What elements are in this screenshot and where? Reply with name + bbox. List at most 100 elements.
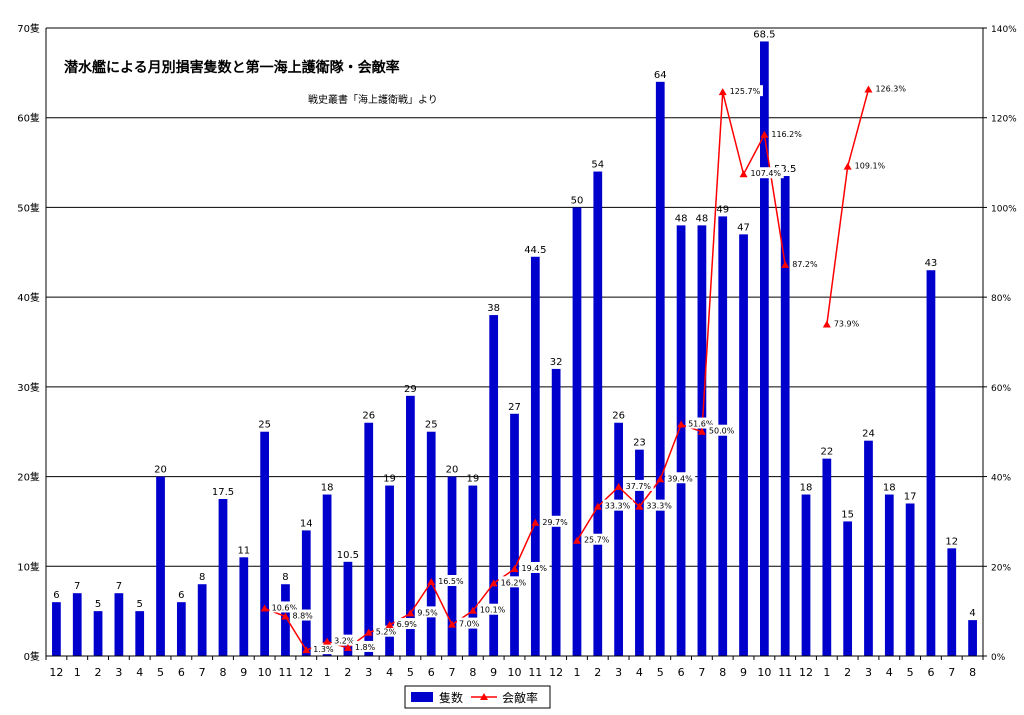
bar-value-label: 48: [696, 213, 709, 224]
y2-tick-label: 120%: [991, 115, 1017, 125]
bar-value-label: 10.5: [337, 550, 359, 561]
rate-label-bg: [373, 625, 399, 637]
bar: [864, 440, 873, 656]
bar: [530, 256, 540, 656]
rate-label-bg: [457, 617, 482, 629]
bar: [510, 413, 519, 656]
rate-marker: [822, 320, 831, 328]
x-tick-label: 3: [365, 666, 372, 679]
rate-value-label: 39.4%: [667, 474, 693, 483]
bar-value-label: 7: [74, 581, 80, 592]
x-tick-label: 5: [407, 666, 414, 679]
rate-label-bg: [436, 574, 467, 586]
rate-label-bg: [394, 618, 420, 630]
y-tick-label: 70隻: [17, 22, 40, 35]
rate-label-bg: [706, 424, 737, 436]
x-tick-label: 3: [865, 666, 872, 679]
bar-value-label: 18: [800, 483, 813, 494]
bar: [947, 548, 957, 656]
x-tick-label: 1: [823, 666, 830, 679]
bar-value-label: 25: [258, 420, 271, 431]
x-tick-label: 7: [698, 666, 705, 679]
rate-label-bg: [519, 561, 550, 573]
legend-line-label: 会敵率: [502, 690, 538, 705]
rate-value-label: 37.7%: [626, 482, 652, 491]
x-tick-label: 6: [178, 666, 185, 679]
rate-label-bg: [352, 640, 378, 652]
x-tick-label: 12: [799, 666, 813, 679]
bar-layer: 6 7 5 7 5 20 6 8 17.5 11 25 8 14 18 10.5 26 19 29 25 20 19 38…: [52, 29, 977, 657]
rate-value-label: 19.4%: [522, 564, 548, 573]
x-tick-label: 1: [573, 666, 580, 679]
rate-value-label: 126.3%: [875, 84, 906, 93]
bar: [635, 449, 644, 656]
rate-marker: [531, 518, 540, 526]
bar-value-label: 6: [178, 590, 184, 601]
bar-value-label: 49: [716, 204, 729, 215]
rate-marker: [323, 637, 332, 645]
rate-marker: [281, 612, 290, 620]
bar: [72, 593, 82, 656]
bar-value-label: 15: [841, 509, 854, 520]
bar: [93, 611, 103, 656]
rate-label-bg: [269, 601, 300, 613]
rate-value-label: 1.8%: [355, 643, 376, 652]
rate-label-bg: [540, 515, 571, 527]
bar-value-label: 50: [571, 195, 584, 206]
x-tick-label: 2: [344, 666, 351, 679]
bar: [801, 494, 811, 656]
chart-title: 潜水艦による月別損害隻数と第一海上護衛隊・会敵率: [64, 59, 400, 76]
rate-label-bg: [831, 317, 862, 329]
bar-value-label: 25: [425, 420, 438, 431]
y-tick-label: 60隻: [17, 112, 40, 125]
bar-value-label: 7: [116, 581, 122, 592]
bar-value-label: 68.5: [753, 29, 775, 40]
rate-label-bg: [477, 603, 508, 615]
rate-value-label: 87.2%: [792, 260, 818, 269]
x-tick-label: 11: [528, 666, 542, 679]
bar-value-label: 26: [362, 411, 375, 422]
bar: [926, 270, 936, 656]
bar: [572, 207, 582, 656]
bar-value-label: 27: [508, 402, 521, 413]
bar-value-label: 32: [550, 357, 563, 368]
rate-label-bg: [769, 127, 805, 139]
x-tick-label: 10: [508, 666, 522, 679]
bar-value-label: 12: [945, 536, 958, 547]
bar: [52, 602, 61, 656]
x-tick-label: 11: [278, 666, 292, 679]
x-tick-label: 9: [490, 666, 497, 679]
bar-value-label: 48: [675, 213, 688, 224]
x-tick-label: 4: [386, 666, 393, 679]
x-tick-label: 9: [240, 666, 247, 679]
rate-value-label: 9.5%: [417, 608, 438, 617]
rate-label-bg: [665, 472, 696, 484]
rate-value-label: 29.7%: [542, 518, 568, 527]
x-tick-label: 6: [678, 666, 685, 679]
rate-label-bg: [332, 634, 357, 646]
bar: [239, 557, 249, 656]
legend-bar-label: 隻数: [439, 690, 463, 705]
x-tick-label: 6: [428, 666, 435, 679]
bar: [655, 81, 665, 657]
bar: [780, 176, 790, 656]
bar-value-label: 44.5: [524, 245, 546, 256]
bar: [739, 234, 748, 657]
rate-value-label: 107.4%: [751, 169, 782, 178]
x-tick-label: 11: [778, 666, 792, 679]
x-tick-label: 4: [636, 666, 643, 679]
x-tick-label: 8: [219, 666, 226, 679]
x-tick-label: 1: [324, 666, 331, 679]
rate-value-label: 73.9%: [834, 320, 860, 329]
rate-value-label: 1.3%: [313, 645, 334, 654]
bar: [301, 530, 311, 656]
bar: [281, 584, 290, 656]
rate-value-label: 25.7%: [584, 536, 610, 545]
bar-value-label: 17.5: [212, 487, 234, 498]
legend-line-marker: [480, 693, 488, 700]
rate-marker: [406, 609, 415, 617]
legend: 隻数 会敵率: [404, 685, 551, 709]
bar: [676, 225, 686, 656]
bar-value-label: 18: [883, 483, 896, 494]
y-tick-label: 30隻: [17, 381, 40, 394]
